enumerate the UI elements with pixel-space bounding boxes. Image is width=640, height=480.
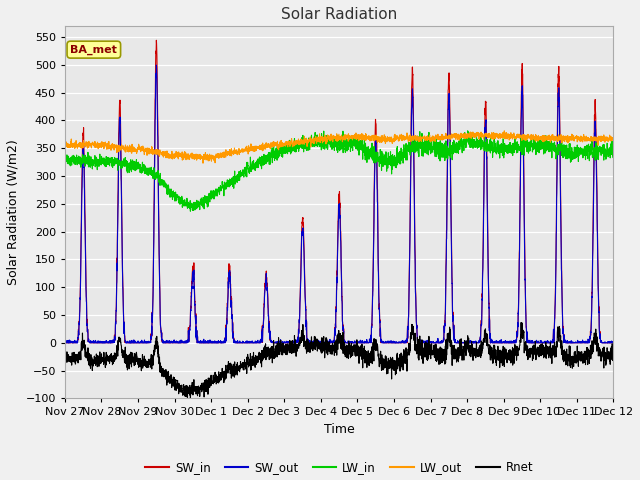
Y-axis label: Solar Radiation (W/m2): Solar Radiation (W/m2) <box>7 139 20 285</box>
SW_in <box>152 37 160 43</box>
Rnet <box>124 367 131 373</box>
LW_in <box>156 182 164 188</box>
SW_out <box>599 340 607 346</box>
Line: Rnet: Rnet <box>65 323 614 398</box>
LW_out <box>610 135 618 141</box>
Rnet <box>610 347 618 352</box>
LW_out <box>156 150 164 156</box>
SW_out <box>540 340 548 346</box>
Rnet <box>156 369 164 375</box>
Line: LW_in: LW_in <box>65 131 614 211</box>
Rnet <box>61 359 68 364</box>
LW_in <box>540 140 548 145</box>
SW_in <box>272 340 280 346</box>
LW_in <box>296 141 303 146</box>
SW_in <box>599 340 607 346</box>
Rnet <box>296 342 303 348</box>
SW_in <box>124 340 131 346</box>
LW_in <box>186 208 194 214</box>
LW_out <box>500 128 508 134</box>
LW_out <box>599 136 607 142</box>
LW_in <box>610 142 618 147</box>
LW_in <box>464 128 472 134</box>
Title: Solar Radiation: Solar Radiation <box>281 7 397 22</box>
SW_out <box>61 340 68 346</box>
LW_out <box>61 142 68 147</box>
Line: LW_out: LW_out <box>65 131 614 163</box>
SW_out <box>610 340 618 346</box>
LW_out <box>271 140 279 145</box>
SW_in <box>296 316 303 322</box>
Text: BA_met: BA_met <box>70 45 117 55</box>
LW_in <box>599 149 607 155</box>
LW_out <box>124 143 131 149</box>
Legend: SW_in, SW_out, LW_in, LW_out, Rnet: SW_in, SW_out, LW_in, LW_out, Rnet <box>141 456 538 479</box>
X-axis label: Time: Time <box>324 423 355 436</box>
SW_out <box>124 340 131 346</box>
SW_out <box>152 62 160 68</box>
SW_in <box>121 340 129 346</box>
Rnet <box>271 350 279 356</box>
Rnet <box>540 344 548 350</box>
Line: SW_out: SW_out <box>65 65 614 343</box>
LW_out <box>296 138 303 144</box>
SW_out <box>156 314 164 320</box>
Rnet <box>517 320 525 325</box>
LW_in <box>271 150 279 156</box>
LW_in <box>61 160 68 166</box>
LW_out <box>199 160 207 166</box>
SW_in <box>610 340 618 346</box>
Line: SW_in: SW_in <box>65 40 614 343</box>
Rnet <box>184 396 191 401</box>
SW_in <box>61 340 68 346</box>
SW_in <box>157 320 164 325</box>
LW_out <box>540 135 548 141</box>
Rnet <box>599 353 607 359</box>
SW_out <box>296 317 303 323</box>
SW_out <box>271 340 279 346</box>
SW_in <box>540 340 548 346</box>
LW_in <box>124 170 131 176</box>
